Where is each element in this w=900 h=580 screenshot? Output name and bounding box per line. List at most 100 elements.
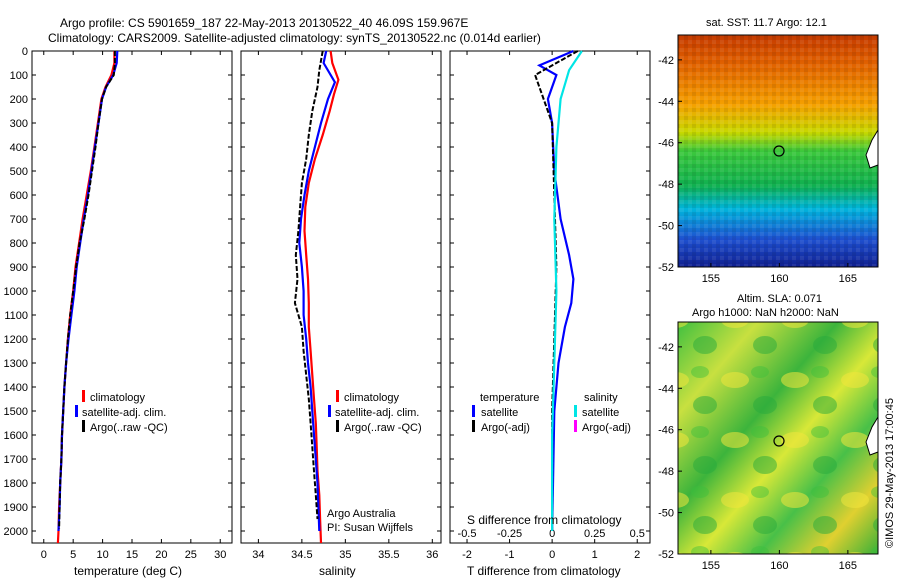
map-y-tick-label: -42 (658, 55, 674, 67)
depth-tick-label: 1400 (4, 382, 28, 394)
depth-tick-label: 800 (10, 238, 28, 250)
map-x-tick-label: 165 (839, 560, 857, 572)
legend-temp-satellite-label: satellite (481, 407, 518, 419)
legend-satellite-label: satellite-adj. clim. (82, 407, 166, 419)
depth-tick-label: 1700 (4, 454, 28, 466)
s-diff-tick-label: 0.25 (584, 528, 605, 540)
sla-texture (678, 322, 878, 554)
legend-sal-satellite-swatch (574, 405, 577, 417)
argo-position-marker (773, 435, 785, 447)
x-tick-label: 34.5 (291, 549, 312, 561)
depth-tick-label: 1900 (4, 502, 28, 514)
s-diff-tick-label: -0.25 (497, 528, 522, 540)
s-difference-xlabel: S difference from climatology (467, 513, 622, 527)
map1-axes: -42 -44 -46 -48 -50 -52 155 160 165 (658, 55, 857, 285)
x-tick-label: 34 (252, 549, 264, 561)
x-tick-label: 30 (214, 549, 226, 561)
map-y-tick-label: -50 (658, 221, 674, 233)
temperature-xlabel: temperature (deg C) (74, 564, 182, 578)
x-tick-label: 0 (41, 549, 47, 561)
sst-map (677, 34, 879, 268)
map2-title-line2: Argo h1000: NaN h2000: NaN (692, 307, 839, 319)
map-x-tick-label: 160 (770, 273, 788, 285)
temperature-legend: climatology satellite-adj. clim. Argo(..… (75, 390, 168, 434)
map-y-tick-label: -44 (658, 383, 674, 395)
x-tick-label: 35.5 (378, 549, 399, 561)
legend-argo-label: Argo(..raw -QC) (344, 422, 422, 434)
map2-frame (677, 321, 879, 555)
map2-title-line1: Altim. SLA: 0.071 (737, 293, 822, 305)
legend-satellite-label: satellite-adj. clim. (335, 407, 419, 419)
depth-tick-label: 300 (10, 118, 28, 130)
legend-temp-argo-label: Argo(-adj) (481, 422, 530, 434)
depth-tick-label: 200 (10, 94, 28, 106)
series-line-climatology (56, 51, 116, 544)
credit-line1: Argo Australia (327, 508, 396, 520)
map-x-tick-label: 155 (702, 560, 720, 572)
legend-temp-argo-swatch (472, 420, 475, 432)
depth-tick-label: 900 (10, 262, 28, 274)
x-tick-label: 36 (426, 549, 438, 561)
legend-sal-argo-label: Argo(-adj) (582, 422, 631, 434)
title-line1: Argo profile: CS 5901659_187 22-May-2013… (60, 16, 468, 30)
x-tick-label: 20 (155, 549, 167, 561)
map-y-tick-label: -46 (658, 138, 674, 150)
x-tick-label: -2 (462, 549, 472, 561)
temperature-panel-frame (31, 50, 233, 544)
salinity-legend: climatology satellite-adj. clim. Argo(..… (328, 390, 422, 434)
legend-satellite-swatch (75, 405, 78, 417)
difference-panel-frame (449, 50, 651, 544)
depth-tick-label: 1800 (4, 478, 28, 490)
map-y-tick-label: -50 (658, 508, 674, 520)
x-tick-label: 5 (70, 549, 76, 561)
x-tick-label: -1 (505, 549, 515, 561)
legend-argo-swatch (82, 420, 85, 432)
salinity-x-axis: 34 34.5 35 35.5 36 (252, 51, 438, 561)
depth-tick-label: 1100 (4, 310, 28, 322)
sst-texture (678, 35, 878, 267)
t-difference-xlabel: T difference from climatology (467, 564, 621, 578)
title-line2: Climatology: CARS2009. Satellite-adjuste… (48, 31, 541, 45)
side-stamp: ©IMOS 29-May-2013 17:00:45 (884, 398, 896, 548)
map2-axes: -42 -44 -46 -48 -50 -52 155 160 165 (658, 342, 857, 572)
depth-tick-label: 1200 (4, 334, 28, 346)
argo-position-marker (773, 145, 785, 157)
map1-frame (677, 34, 879, 268)
s-difference-x-axis: -0.5 -0.25 0 0.25 0.5 (458, 528, 645, 540)
depth-tick-label: 1300 (4, 358, 28, 370)
legend-climatology-label: climatology (344, 392, 400, 404)
legend-climatology-swatch (336, 390, 339, 402)
depth-tick-label: 600 (10, 190, 28, 202)
difference-legend: temperature salinity satellite Argo(-adj… (472, 392, 631, 434)
series-line-argo-raw-qc- (58, 51, 116, 529)
x-tick-label: 10 (96, 549, 108, 561)
x-tick-label: 25 (185, 549, 197, 561)
salinity-series (293, 50, 340, 544)
x-tick-label: 15 (126, 549, 138, 561)
map-y-tick-label: -52 (658, 549, 674, 561)
x-tick-label: 2 (634, 549, 640, 561)
legend-temperature-header: temperature (480, 392, 539, 404)
salinity-panel-frame (240, 50, 442, 544)
x-tick-label: 1 (592, 549, 598, 561)
map-y-tick-label: -46 (658, 425, 674, 437)
x-tick-label: 0 (549, 549, 555, 561)
s-diff-tick-label: 0.5 (630, 528, 645, 540)
s-diff-tick-label: -0.5 (458, 528, 477, 540)
depth-tick-label: 500 (10, 166, 28, 178)
map-y-tick-label: -48 (658, 179, 674, 191)
depth-tick-label: 1600 (4, 430, 28, 442)
depth-axis: 0 100 200 300 400 500 600 700 800 900 1000 1100 1200… (4, 46, 650, 538)
series-line-satellite-adj-clim- (57, 50, 119, 532)
legend-argo-label: Argo(..raw -QC) (90, 422, 168, 434)
series-line-temperature-satellite (536, 49, 575, 532)
credit-line2: PI: Susan Wijffels (327, 522, 413, 534)
map-y-tick-label: -42 (658, 342, 674, 354)
legend-sal-argo-swatch (574, 420, 577, 432)
x-tick-label: 35 (339, 549, 351, 561)
depth-tick-label: 2000 (4, 526, 28, 538)
depth-tick-label: 100 (10, 70, 28, 82)
series-line-satellite-adj-clim- (298, 50, 337, 532)
legend-climatology-label: climatology (90, 392, 146, 404)
